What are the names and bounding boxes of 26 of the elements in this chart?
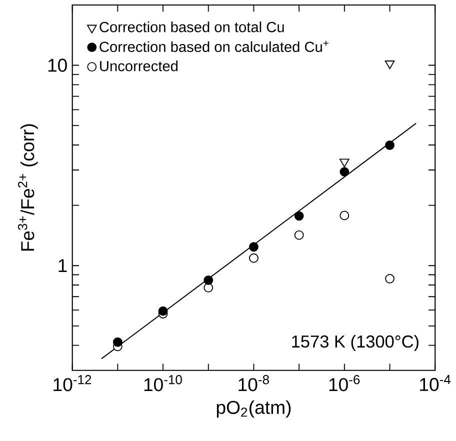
point <box>294 211 304 221</box>
y-tick-label: 10 <box>48 58 67 72</box>
point <box>340 167 350 176</box>
point <box>249 253 258 263</box>
y-tick-label: 1 <box>58 259 67 272</box>
point <box>385 274 394 284</box>
point <box>340 158 350 168</box>
point <box>340 210 350 220</box>
x-axis-title: pO$_{2}$(atm) <box>216 400 291 418</box>
x-tick-label: 10$^{-6}$ <box>329 375 360 392</box>
point <box>294 230 304 240</box>
point <box>204 276 214 285</box>
point <box>158 306 168 316</box>
point <box>112 337 122 347</box>
point <box>385 140 394 150</box>
legend-label: Uncorrected <box>100 60 178 72</box>
annotation: 1573 K (1300°C) <box>292 334 418 352</box>
y-axis-title: Fe$^{3+}$/Fe$^{2+}$ (corr) <box>18 124 38 251</box>
x-tick-label: 10$^{-8}$ <box>238 375 269 392</box>
point <box>249 242 258 252</box>
point <box>384 60 395 70</box>
x-tick-label: 10$^{-12}$ <box>54 375 92 392</box>
legend-label: Correction based on total Cu <box>100 22 284 32</box>
x-tick-label: 10$^{-4}$ <box>420 375 451 392</box>
legend-label: Correction based on calculated Cu$^{+}$ <box>100 40 328 52</box>
x-tick-label: 10$^{-10}$ <box>144 375 182 392</box>
